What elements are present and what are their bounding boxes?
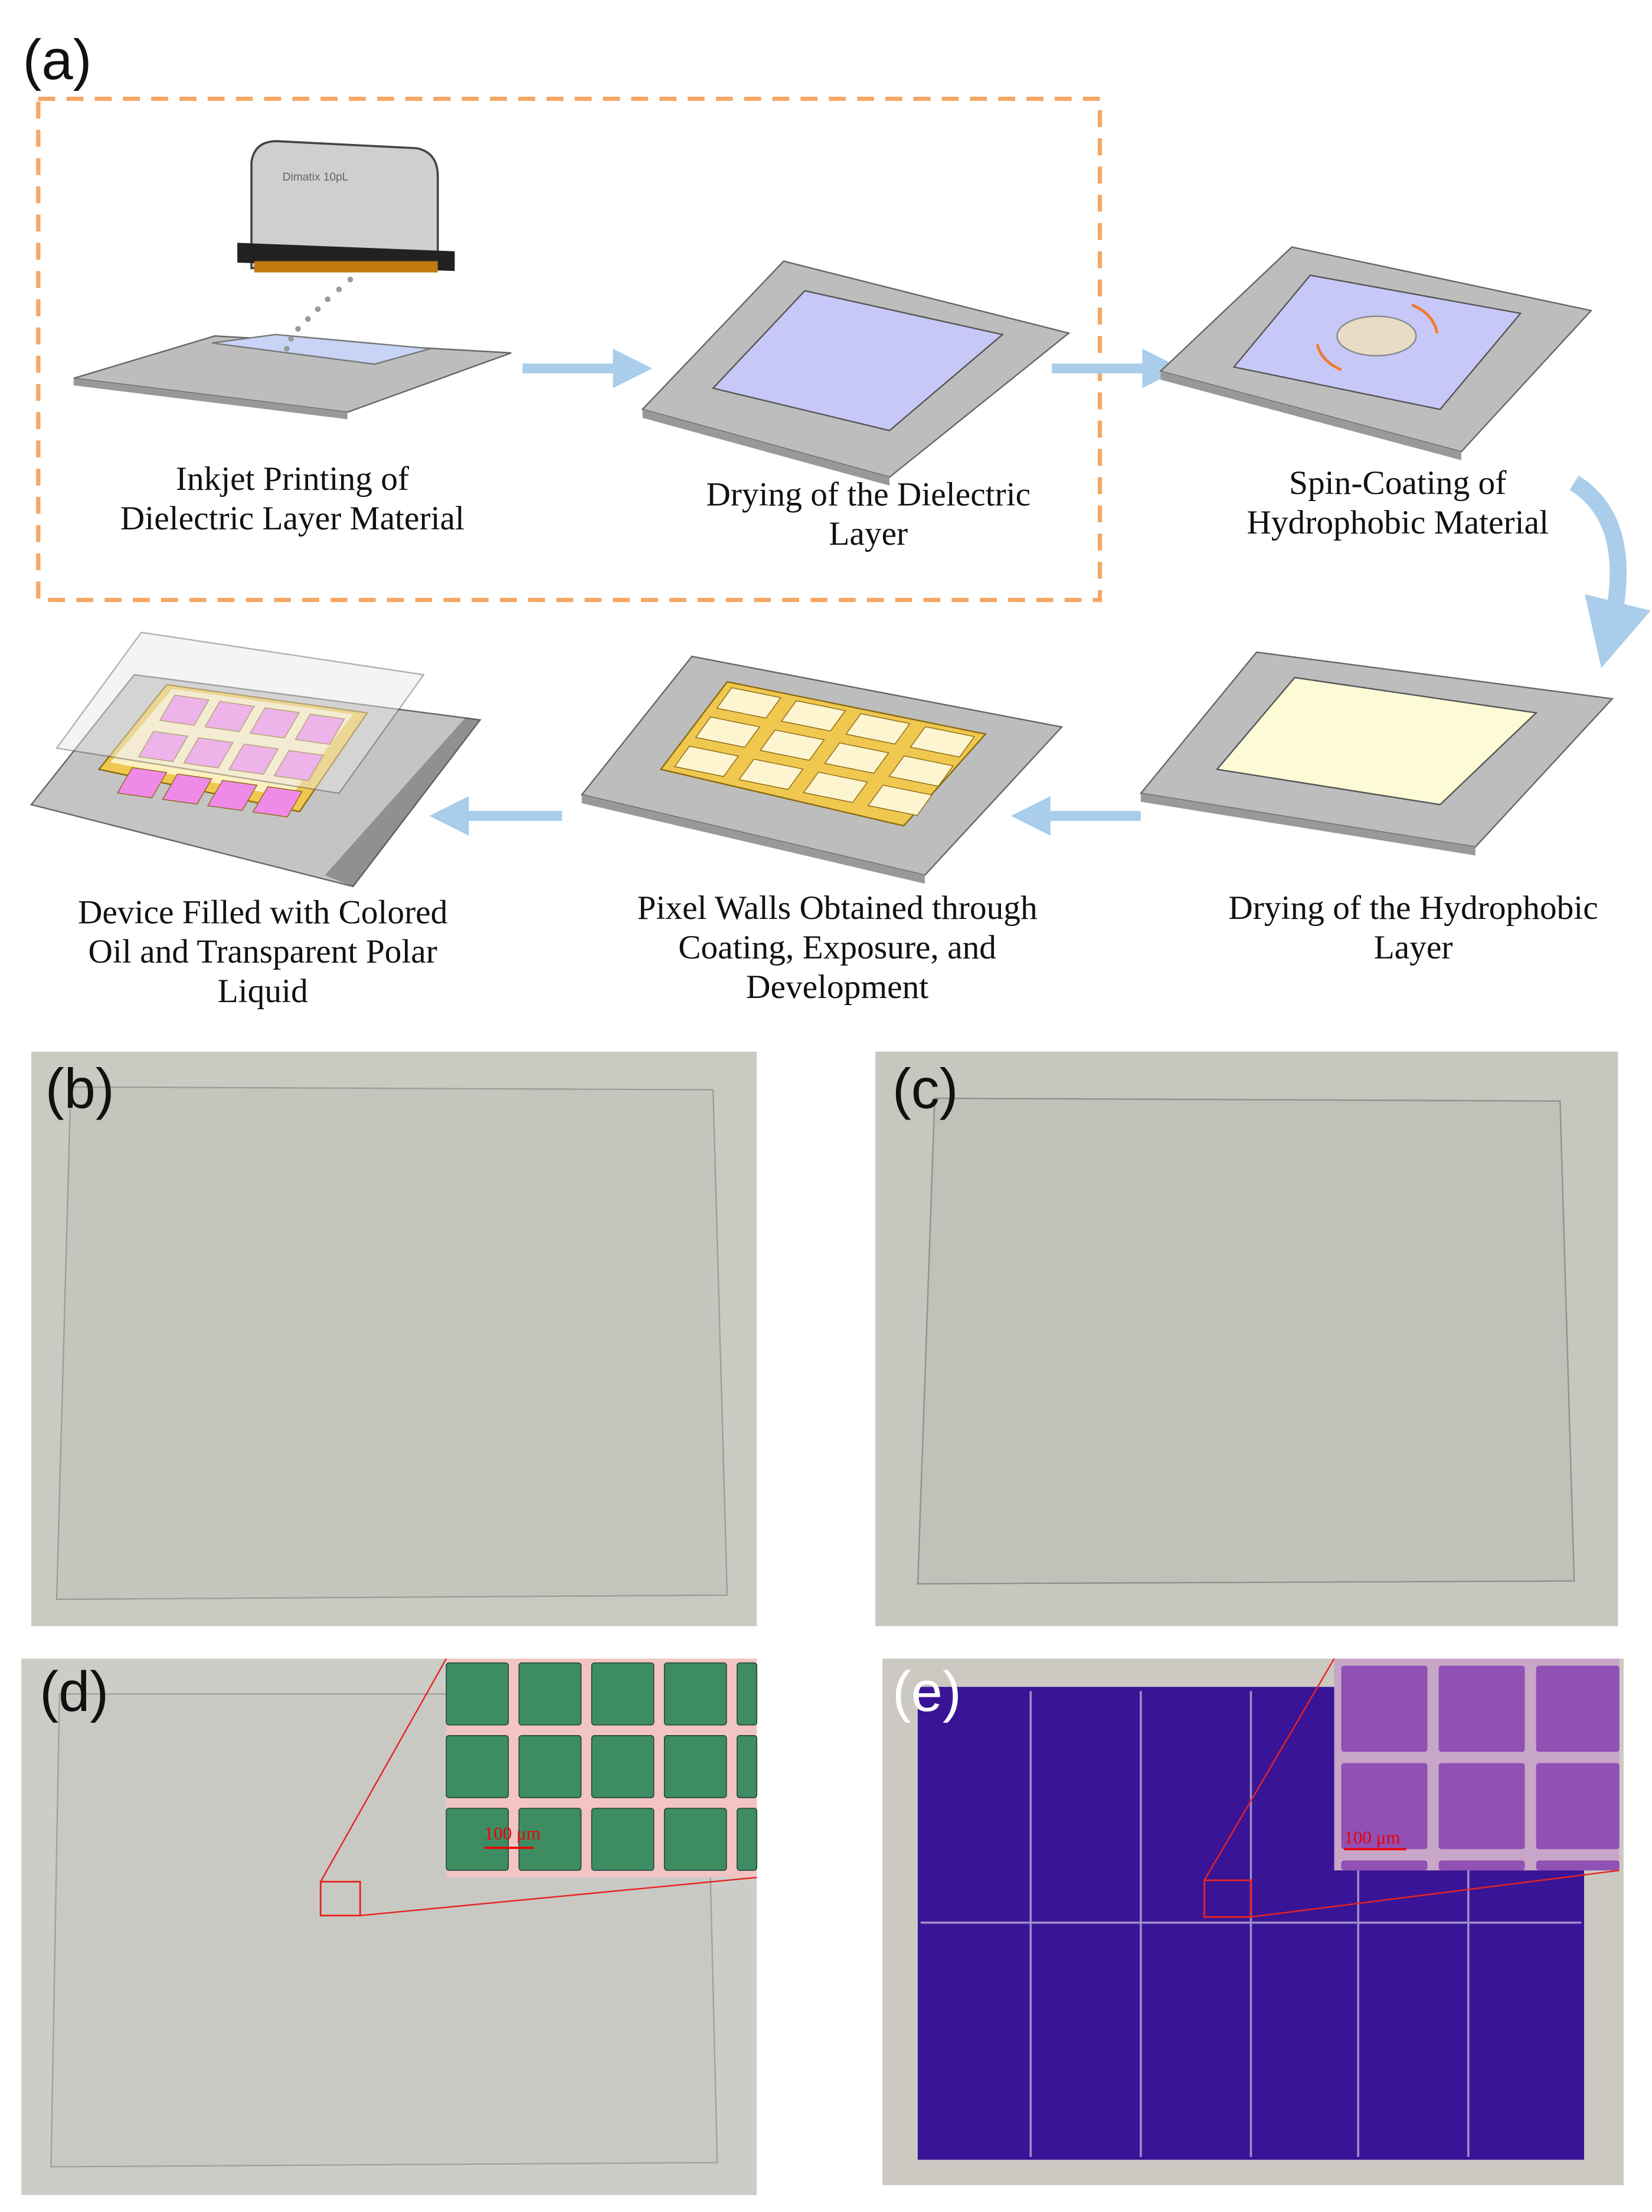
oil-pixel xyxy=(116,767,168,799)
step-inkjet-printing-illustration: Dimatix 10pL xyxy=(73,140,512,420)
micrograph-cell xyxy=(518,1735,582,1798)
step-caption-line: Pixel Walls Obtained through xyxy=(637,889,1038,927)
step-caption-line: Layer xyxy=(829,515,908,552)
step-drying-hydrophobic-illustration xyxy=(1139,651,1614,856)
step-caption-line: Development xyxy=(746,968,928,1006)
pixel-cell xyxy=(738,758,804,790)
micrograph-cell xyxy=(591,1735,655,1798)
micrograph-cell xyxy=(1438,1763,1525,1850)
step-caption-line: Liquid xyxy=(218,973,308,1010)
pixel-cell xyxy=(845,713,911,745)
step-caption-line: Oil and Transparent Polar xyxy=(88,933,437,970)
step-caption-line: Device Filled with Colored xyxy=(78,894,447,931)
micrograph-cell xyxy=(663,1735,727,1798)
micrograph-cell xyxy=(1536,1763,1620,1850)
micrograph-cell xyxy=(737,1808,758,1871)
micrograph-cell xyxy=(1438,1860,1525,1871)
micrograph-cell xyxy=(1536,1860,1620,1871)
oil-pixel xyxy=(207,780,258,811)
dashed-highlight-box xyxy=(36,96,1103,603)
step-caption-line: Inkjet Printing of xyxy=(176,460,410,498)
oil-pixel xyxy=(273,750,324,781)
oil-pixel xyxy=(249,707,300,739)
pixel-cell xyxy=(673,745,740,777)
panel-label-d: (d) xyxy=(40,1660,109,1723)
micrograph-cell xyxy=(446,1808,509,1871)
step-filled-device-illustration xyxy=(30,631,482,888)
step-caption-line: Dielectric Layer Material xyxy=(120,500,464,537)
micrograph-cell xyxy=(663,1662,727,1726)
arrow-down-icon xyxy=(1569,475,1651,669)
micrograph-cell xyxy=(1341,1860,1428,1871)
step-caption-line: Drying of the Dielectric xyxy=(706,476,1031,513)
micrograph-cell xyxy=(1536,1665,1620,1752)
oil-pixel xyxy=(138,731,189,763)
oil-pixel xyxy=(295,714,345,745)
pixel-cell xyxy=(867,784,933,816)
pixel-cell xyxy=(803,771,868,803)
micrograph-cell xyxy=(1438,1665,1525,1752)
oil-pixel xyxy=(183,737,234,768)
photo-b: (b) xyxy=(31,1051,757,1627)
micrograph-cell xyxy=(518,1662,582,1726)
step-caption-line: Coating, Exposure, and xyxy=(678,929,996,966)
micrograph-cell xyxy=(591,1662,655,1726)
micrograph-cell xyxy=(591,1808,655,1871)
pixel-cell xyxy=(824,742,889,774)
micrograph-cell xyxy=(663,1808,727,1871)
oil-pixel xyxy=(204,701,255,732)
micrograph-cell xyxy=(737,1735,758,1798)
micrograph-cell xyxy=(446,1735,509,1798)
printhead-label: Dimatix 10pL xyxy=(283,171,349,184)
oil-pixel xyxy=(228,743,279,775)
oil-pixel xyxy=(252,786,303,817)
panel-label-a: (a) xyxy=(23,28,92,91)
photo-d: 100 μm (d) xyxy=(21,1658,758,2195)
panel-label-e: (e) xyxy=(892,1660,961,1723)
micrograph-cell xyxy=(446,1662,509,1726)
panel-label-c: (c) xyxy=(892,1058,959,1121)
step-spin-coating-illustration xyxy=(1159,246,1593,460)
step-caption-line: Drying of the Hydrophobic xyxy=(1228,889,1598,927)
step-pixel-walls-illustration xyxy=(580,655,1064,884)
pixel-cell xyxy=(716,687,782,719)
micrograph-cell xyxy=(1341,1763,1428,1850)
micrograph-cell xyxy=(737,1662,758,1726)
zoom-region-box-e xyxy=(1203,1879,1252,1918)
step-caption-line: Layer xyxy=(1374,929,1453,966)
photo-e: 100 μm (e) xyxy=(882,1658,1624,2185)
micrograph-cell xyxy=(518,1808,582,1871)
photo-c: (c) xyxy=(875,1051,1618,1627)
pixel-cell xyxy=(910,726,976,758)
step-caption-line: Spin-Coating of xyxy=(1289,464,1507,502)
pixel-cell xyxy=(759,729,825,761)
pixel-cell xyxy=(780,700,846,732)
scale-bar-label-d: 100 μm xyxy=(485,1823,541,1844)
zoom-region-box-d xyxy=(319,1880,361,1917)
pixel-cell xyxy=(695,716,761,748)
panel-label-b: (b) xyxy=(45,1058,115,1121)
step-drying-dielectric-illustration xyxy=(641,260,1071,486)
oil-pixel xyxy=(162,773,212,805)
oil-pixel xyxy=(159,694,210,726)
micrograph-cell xyxy=(1341,1665,1428,1752)
step-caption-line: Hydrophobic Material xyxy=(1247,504,1549,541)
scale-bar-label-e: 100 μm xyxy=(1344,1827,1400,1848)
pixel-cell xyxy=(888,755,954,787)
